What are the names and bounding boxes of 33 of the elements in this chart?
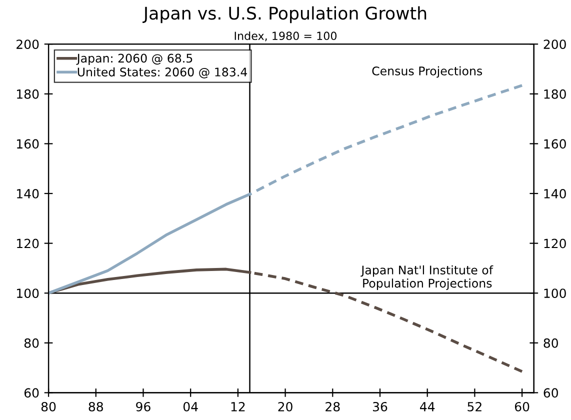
y-tick-label: 60 bbox=[24, 388, 39, 398]
x-tick-label: 80 bbox=[41, 402, 56, 412]
y-tick-label: 80 bbox=[24, 338, 39, 348]
y2-tick-label: 180 bbox=[544, 89, 566, 99]
y-tick-label: 180 bbox=[17, 89, 39, 99]
annotation: Japan Nat'l Institute of Population Projections bbox=[360, 265, 494, 290]
legend-label: Japan: 2060 @ 68.5 bbox=[76, 54, 192, 65]
y2-tick-label: 60 bbox=[544, 388, 558, 398]
x-tick-label: 96 bbox=[136, 402, 150, 412]
x-tick-label: 12 bbox=[231, 402, 245, 412]
y2-tick-label: 80 bbox=[544, 338, 558, 348]
y2-tick-label: 120 bbox=[544, 238, 566, 248]
x-tick-label: 44 bbox=[420, 402, 435, 412]
y2-tick-label: 160 bbox=[544, 139, 566, 149]
x-tick-label: 60 bbox=[514, 402, 530, 412]
x-tick-label: 28 bbox=[326, 402, 340, 412]
y-tick-label: 200 bbox=[16, 40, 39, 50]
y2-tick-label: 100 bbox=[544, 288, 566, 298]
y-tick-label: 120 bbox=[17, 238, 39, 248]
x-tick-label: 20 bbox=[278, 402, 292, 412]
y2-tick-label: 140 bbox=[544, 188, 566, 198]
x-tick-label: 88 bbox=[88, 402, 103, 412]
chart-subtitle: Index, 1980 = 100 bbox=[234, 31, 337, 42]
y-tick-label: 100 bbox=[17, 288, 39, 298]
legend-label: United States: 2060 @ 183.4 bbox=[78, 67, 248, 78]
y-tick-label: 140 bbox=[17, 188, 39, 198]
x-tick-label: 04 bbox=[183, 402, 198, 412]
y2-tick-label: 200 bbox=[544, 40, 566, 50]
x-tick-label: 36 bbox=[372, 402, 388, 412]
x-tick-label: 52 bbox=[468, 402, 482, 412]
chart-title: Japan vs. U.S. Population Growth bbox=[142, 6, 426, 24]
y-tick-label: 160 bbox=[17, 139, 39, 149]
annotation: Census Projections bbox=[372, 66, 482, 78]
